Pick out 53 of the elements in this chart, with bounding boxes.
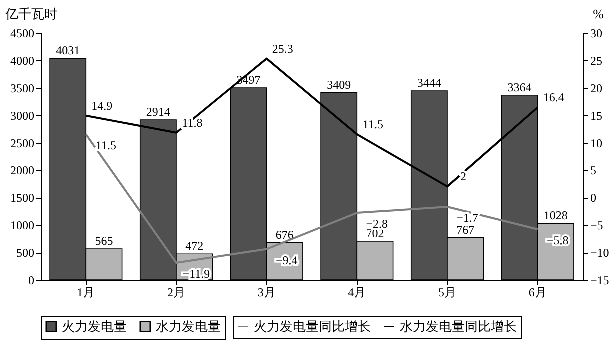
y2-tick-label: −5 bbox=[590, 218, 604, 233]
y2-tick-label: 25 bbox=[590, 54, 602, 68]
y2-tick-label: 20 bbox=[590, 81, 602, 96]
y-tick-label: 2500 bbox=[10, 136, 34, 150]
data-label: 11.5 bbox=[96, 138, 116, 153]
data-label: 472 bbox=[186, 239, 204, 254]
x-tick-label: 1月 bbox=[77, 286, 96, 300]
y2-tick-label: −15 bbox=[590, 274, 610, 288]
x-tick-label: 4月 bbox=[348, 286, 366, 300]
data-label: 16.4 bbox=[543, 90, 564, 105]
y-tick-label: 0 bbox=[28, 274, 34, 288]
data-label: 14.9 bbox=[92, 98, 113, 113]
y-tick-label: 1000 bbox=[10, 218, 34, 233]
data-label: −11.9 bbox=[182, 266, 210, 281]
data-label: 2914 bbox=[146, 105, 170, 120]
line-series bbox=[85, 134, 539, 264]
y-tick-label: 3500 bbox=[10, 81, 34, 96]
legend-label: 火力发电量同比增长 bbox=[254, 318, 371, 334]
data-label: −5.8 bbox=[546, 234, 569, 248]
data-label: −9.4 bbox=[276, 253, 298, 268]
data-label: 3444 bbox=[417, 76, 442, 90]
y2-axis-title: % bbox=[593, 6, 604, 22]
y-tick-label: 4000 bbox=[10, 54, 34, 68]
data-label: 3409 bbox=[327, 78, 352, 92]
data-label: 565 bbox=[95, 234, 114, 248]
y-tick-label: 3000 bbox=[10, 108, 34, 123]
y2-tick-label: 5 bbox=[590, 164, 596, 178]
y-tick-label: 500 bbox=[16, 246, 34, 260]
legend-label: 水力发电量 bbox=[156, 318, 221, 334]
y-tick-label: 2000 bbox=[10, 164, 34, 178]
y2-tick-label: 0 bbox=[590, 191, 596, 206]
x-tick-label: 6月 bbox=[528, 286, 547, 300]
data-label: 4031 bbox=[56, 44, 80, 58]
data-label: 2 bbox=[460, 170, 466, 184]
y-tick-label: 1500 bbox=[10, 191, 34, 206]
data-label: 676 bbox=[276, 228, 294, 242]
y-tick-label: 4500 bbox=[10, 26, 34, 40]
y2-tick-label: 30 bbox=[590, 26, 602, 40]
data-label: −1.7 bbox=[456, 211, 478, 225]
data-label: 1028 bbox=[544, 208, 568, 223]
y-axis-title: 亿千瓦时 bbox=[4, 6, 58, 22]
data-label: 767 bbox=[456, 222, 475, 237]
data-label: 11.5 bbox=[362, 118, 384, 132]
y2-tick-label: 10 bbox=[590, 136, 602, 150]
data-label: 3364 bbox=[508, 80, 532, 94]
legend-label: 火力发电量 bbox=[62, 318, 127, 334]
y2-tick-label: −10 bbox=[590, 246, 610, 260]
data-label: 25.3 bbox=[272, 42, 294, 56]
x-tick-label: 2月 bbox=[168, 286, 186, 300]
legend-label: 水力发电量同比增长 bbox=[400, 318, 517, 334]
y2-tick-label: 15 bbox=[590, 108, 602, 123]
x-tick-label: 3月 bbox=[258, 286, 276, 300]
x-tick-label: 5月 bbox=[438, 286, 456, 300]
